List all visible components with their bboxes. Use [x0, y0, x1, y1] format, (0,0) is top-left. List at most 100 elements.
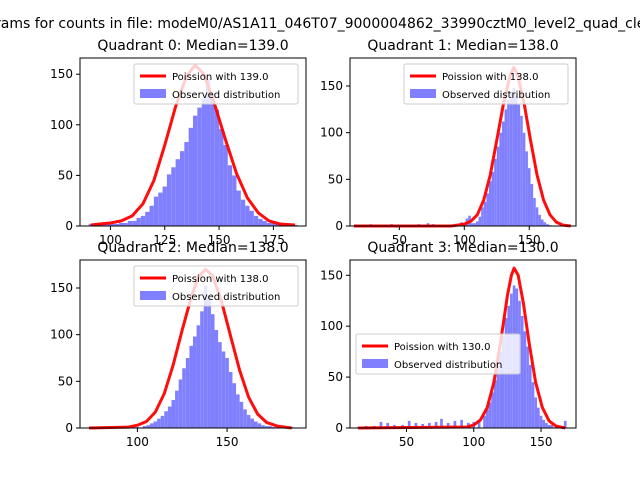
legend-poisson-label: Poission with 138.0 [172, 274, 268, 285]
histogram-bar [496, 146, 500, 226]
legend-poisson-label: Poission with 130.0 [394, 342, 490, 353]
y-tick-label: 100 [320, 126, 343, 140]
histogram-bar [146, 425, 150, 428]
histogram-bar [114, 223, 120, 226]
histogram-bar [542, 419, 546, 428]
histogram-bar [225, 358, 229, 428]
histogram-bar [496, 366, 500, 428]
x-tick-label: 100 [99, 233, 122, 247]
x-tick-label: 100 [462, 435, 485, 449]
histogram-bar [206, 79, 211, 226]
histogram-bar [210, 94, 215, 227]
histogram-bar [218, 342, 222, 428]
histogram-bar [527, 168, 531, 226]
histogram-bar [262, 220, 267, 226]
histogram-bar [239, 401, 244, 428]
histogram-bar [533, 198, 536, 226]
y-tick-label: 100 [320, 319, 343, 333]
histogram-bar [473, 223, 476, 226]
histogram-bar [481, 207, 484, 226]
histogram-bar [356, 426, 360, 428]
histogram-bar [228, 372, 233, 428]
quadrant-2-title: Quadrant 2: Median=138.0 [97, 240, 288, 256]
y-tick-label: 150 [50, 67, 73, 81]
histogram-bar [175, 390, 179, 428]
histogram-bar [171, 167, 176, 226]
histogram-bar [268, 426, 272, 428]
histogram-bar [158, 192, 163, 226]
legend-box [403, 63, 569, 105]
x-tick-label: 150 [208, 233, 231, 247]
histogram-bar [512, 87, 515, 227]
histogram-bar [193, 115, 198, 226]
y-tick-label: 50 [328, 370, 343, 384]
legend: Poission with 130.0 Observed distribution [355, 333, 521, 375]
histogram-bar [227, 165, 233, 226]
histogram-bar [250, 418, 254, 428]
histogram-bar [499, 351, 503, 428]
histogram-bar [203, 286, 208, 428]
histogram-bar [522, 132, 526, 226]
histogram-bar [494, 158, 497, 226]
histogram-bar [520, 316, 524, 428]
histogram-bar [538, 214, 541, 226]
histogram-bar [536, 407, 540, 428]
histogram-bar [132, 220, 137, 226]
y-tick-label: 0 [65, 219, 73, 233]
histogram-bar [414, 422, 418, 428]
histogram-bar [483, 415, 486, 428]
histogram-bar [470, 223, 474, 226]
histogram-bar [210, 314, 215, 428]
histogram-bar [219, 128, 224, 226]
histogram-bar [266, 222, 272, 226]
histogram-bar [164, 411, 168, 428]
legend: Poission with 138.0 Observed distribution [133, 265, 299, 307]
histogram-bar [142, 426, 147, 428]
histogram-bar [499, 132, 502, 226]
histogram-bar [182, 368, 186, 428]
histogram-bar [110, 223, 115, 226]
histogram-bar [535, 207, 539, 226]
y-tick-label: 50 [328, 172, 343, 186]
histogram-bar [517, 104, 521, 226]
axes-frame [79, 259, 307, 429]
histogram-bar [119, 222, 124, 226]
histogram-bar [493, 380, 497, 428]
histogram-bar [491, 171, 495, 226]
histogram-bar [140, 215, 146, 226]
histogram-bar [153, 196, 159, 226]
histogram-bar [253, 215, 259, 226]
histogram-bar [184, 142, 189, 226]
histogram-bar [491, 392, 494, 428]
figure-suptitle: Histograms for counts in file: modeM0/AS… [0, 16, 640, 32]
x-tick-label: 50 [392, 233, 407, 247]
histogram-bar [486, 193, 489, 226]
histogram-bar [475, 221, 479, 226]
legend-hist-label: Observed distribution [442, 90, 550, 101]
histogram-bar [178, 379, 183, 428]
y-tick-label: 0 [335, 219, 343, 233]
histogram-bar [534, 397, 537, 428]
histogram-bar [478, 216, 482, 226]
histogram-bar [531, 382, 535, 428]
x-tick-label: 100 [453, 233, 476, 247]
axes-frame [79, 57, 307, 227]
legend-hist-label: Observed distribution [394, 360, 502, 371]
histogram-bar [502, 336, 505, 428]
histogram-bar [275, 223, 280, 226]
panels: 100 125 150 175 0 50 100 150 Quadrant 0: Median=… [50, 38, 577, 449]
histogram-bar [523, 331, 527, 428]
histogram-bar [196, 325, 201, 428]
histogram-bar [171, 400, 176, 428]
histogram-bar [166, 174, 172, 226]
histogram-bar [488, 402, 492, 428]
histogram-bar [221, 351, 226, 428]
quadrant-3-chart: 50 100 150 0 50 100 150 Quadrant 3: Median=130.… [320, 240, 577, 449]
histogram-bar [271, 222, 276, 226]
histogram-bar [520, 115, 523, 226]
histogram-bar [488, 181, 492, 226]
histogram-bar [545, 422, 548, 428]
histogram-bar [253, 421, 258, 428]
histogram-bar [149, 423, 154, 428]
legend-box [133, 265, 299, 307]
